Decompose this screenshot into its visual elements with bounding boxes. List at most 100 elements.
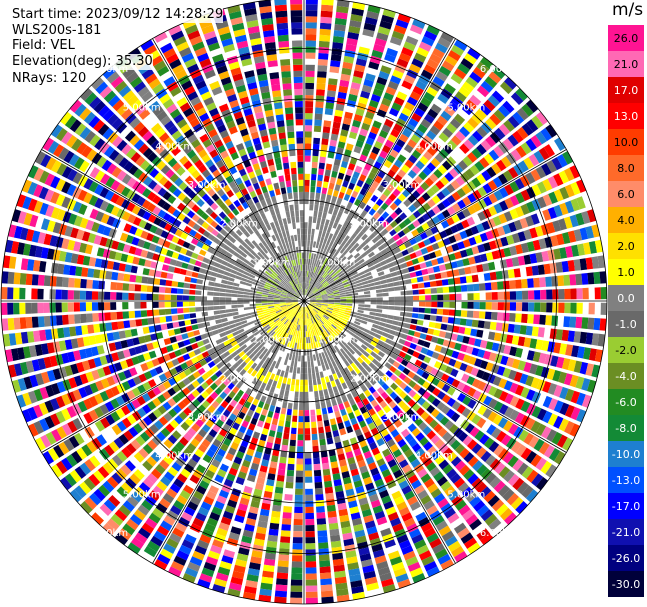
ppi-cell [283, 277, 289, 283]
ppi-cell [75, 325, 83, 336]
ppi-cell [250, 176, 258, 185]
ppi-cell [322, 413, 329, 421]
ppi-cell [210, 391, 219, 400]
ppi-cell [79, 217, 89, 229]
ppi-cell [147, 389, 156, 400]
ppi-cell [444, 227, 454, 236]
ppi-cell [286, 303, 293, 305]
ppi-cell [297, 155, 304, 162]
ppi-cell [374, 140, 383, 150]
ppi-cell [190, 438, 200, 448]
ppi-cell [309, 296, 316, 300]
ppi-cell [130, 265, 138, 274]
ppi-cell [337, 422, 345, 430]
ppi-cell [165, 423, 175, 433]
ppi-cell [94, 393, 104, 405]
ppi-cell [427, 483, 439, 494]
ppi-cell [526, 201, 536, 213]
ppi-cell [214, 215, 223, 224]
ppi-cell [345, 451, 354, 459]
ppi-cell [459, 318, 467, 326]
ppi-cell [429, 280, 437, 287]
ppi-cell [297, 324, 301, 331]
ppi-cell [80, 313, 87, 324]
ppi-cell [307, 305, 312, 312]
ppi-cell [262, 247, 269, 254]
ppi-cell [197, 226, 206, 235]
ppi-cell [331, 284, 338, 289]
ppi-cell [388, 193, 397, 202]
ppi-cell [467, 302, 474, 309]
ppi-cell [328, 362, 334, 369]
ppi-cell [302, 307, 304, 314]
ppi-cell [212, 154, 222, 164]
ppi-cell [96, 156, 107, 168]
ppi-cell [283, 286, 290, 291]
ppi-cell [526, 241, 535, 252]
ppi-cell [297, 277, 301, 284]
ppi-cell [490, 281, 498, 290]
ppi-cell [224, 232, 232, 240]
ppi-cell [142, 130, 153, 142]
ppi-cell [131, 205, 141, 215]
ppi-cell [171, 445, 181, 456]
ppi-cell [465, 491, 478, 503]
ppi-cell [255, 61, 266, 70]
ppi-cell [272, 90, 282, 98]
ppi-cell [467, 399, 477, 409]
ppi-cell [390, 429, 400, 438]
ppi-cell [331, 272, 337, 278]
ppi-cell [385, 245, 393, 252]
ppi-cell [274, 269, 280, 276]
ppi-cell [187, 219, 196, 228]
ppi-cell [146, 360, 155, 370]
ppi-cell [197, 273, 205, 279]
ppi-cell [298, 283, 301, 290]
ppi-cell [472, 460, 484, 472]
ppi-cell [373, 212, 381, 220]
ppi-cell [325, 286, 331, 290]
ppi-cell [271, 272, 277, 278]
ppi-cell [467, 293, 474, 300]
ppi-cell [156, 65, 170, 77]
ppi-cell [94, 197, 104, 209]
ppi-cell [224, 362, 232, 370]
ppi-cell [327, 278, 334, 283]
ppi-cell [495, 270, 503, 280]
ppi-cell [305, 512, 315, 520]
ppi-cell [393, 123, 403, 133]
ppi-cell [89, 455, 101, 468]
ppi-cell [390, 211, 399, 220]
ppi-cell [236, 553, 249, 562]
ppi-cell [209, 382, 218, 391]
ppi-cell [134, 310, 142, 318]
ppi-cell [297, 167, 304, 174]
ppi-cell [169, 108, 181, 119]
ppi-cell [241, 201, 249, 210]
ppi-cell [108, 149, 120, 161]
ppi-cell [433, 265, 441, 273]
ppi-cell [485, 292, 492, 300]
ppi-cell [328, 522, 339, 530]
ppi-cell [319, 28, 331, 36]
ppi-cell [430, 308, 438, 315]
ppi-cell [280, 237, 285, 245]
ppi-cell [191, 389, 200, 398]
ppi-cell [338, 288, 345, 292]
ppi-cell [151, 468, 162, 480]
ppi-cell [571, 345, 580, 358]
ppi-cell [305, 40, 316, 47]
ppi-cell [295, 216, 300, 223]
ppi-cell [245, 517, 256, 526]
ppi-cell [305, 488, 313, 495]
ppi-cell [374, 418, 383, 427]
ppi-cell [205, 207, 214, 216]
ppi-cell [307, 240, 310, 247]
ppi-cell [322, 126, 331, 134]
ppi-cell [477, 186, 487, 197]
ppi-cell [313, 329, 317, 336]
ppi-cell [429, 53, 442, 64]
ppi-cell [326, 245, 332, 253]
ppi-cell [249, 298, 256, 301]
ppi-cell [416, 225, 425, 234]
